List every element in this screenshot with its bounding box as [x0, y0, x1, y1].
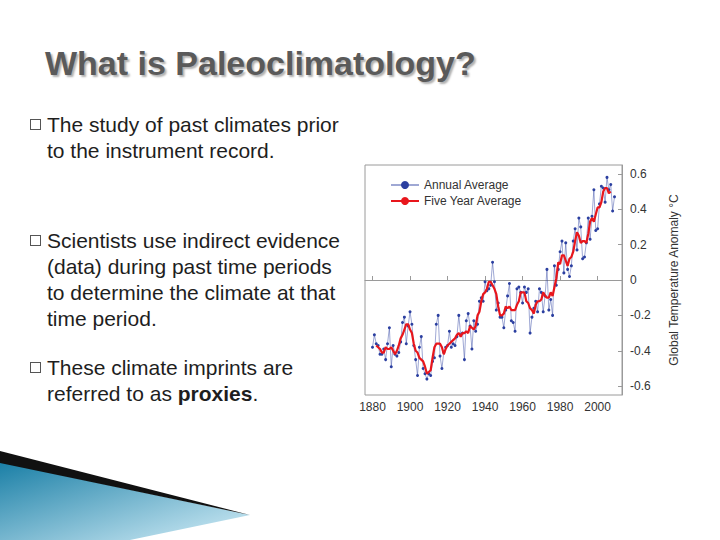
svg-text:1880: 1880: [359, 400, 386, 414]
svg-text:-0.2: -0.2: [630, 308, 651, 322]
svg-text:0.2: 0.2: [630, 238, 647, 252]
svg-text:1920: 1920: [434, 400, 461, 414]
svg-text:Annual Average: Annual Average: [424, 178, 509, 192]
svg-text:0.4: 0.4: [630, 202, 647, 216]
html-text:Scientists use indirect eviden: Scientists use indirect evidence (data) …: [47, 229, 340, 330]
html-text:The study of past climates pri: The study of past climates prior to the …: [47, 113, 339, 162]
svg-text:Five Year Average: Five Year Average: [424, 194, 522, 208]
svg-text:1980: 1980: [547, 400, 574, 414]
html-text:What is Paleoclimatology?: What is Paleoclimatology?: [45, 44, 476, 82]
svg-text:1960: 1960: [509, 400, 536, 414]
svg-text:Global Temperature Anomaly °C: Global Temperature Anomaly °C: [667, 194, 681, 366]
svg-text:-0.6: -0.6: [630, 379, 651, 393]
svg-text:0: 0: [630, 273, 637, 287]
svg-text:2000: 2000: [584, 400, 611, 414]
svg-text:0.6: 0.6: [630, 167, 647, 181]
html-text:These climate imprints are ref: These climate imprints are referred to a…: [47, 356, 294, 405]
svg-text:1940: 1940: [472, 400, 499, 414]
svg-text:1900: 1900: [397, 400, 424, 414]
svg-text:-0.4: -0.4: [630, 344, 651, 358]
